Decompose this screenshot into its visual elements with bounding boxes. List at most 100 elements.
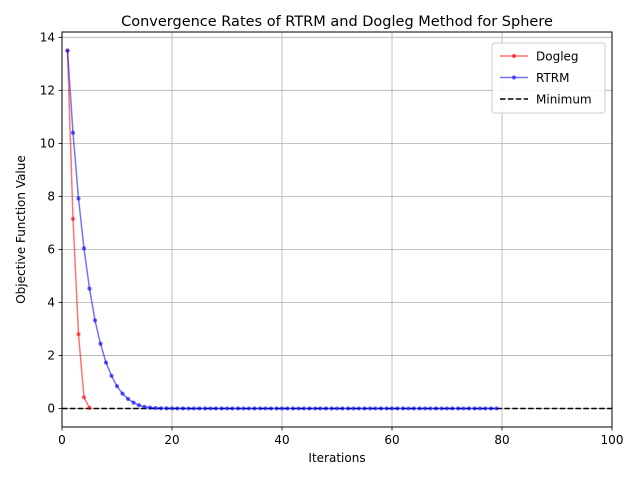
y-tick-label: 12 (40, 84, 55, 98)
data-point-rtrm (147, 405, 153, 410)
data-point-rtrm (301, 406, 307, 411)
data-point-rtrm (433, 406, 439, 411)
data-point-rtrm (274, 406, 279, 411)
data-point-rtrm (290, 406, 296, 411)
x-tick-label: 80 (494, 433, 509, 447)
data-point-dogleg (70, 216, 76, 221)
data-point-rtrm (208, 406, 213, 411)
grid (61, 32, 613, 427)
data-point-rtrm (461, 406, 466, 411)
data-point-rtrm (422, 406, 428, 411)
data-point-rtrm (384, 406, 389, 411)
data-point-rtrm (131, 400, 136, 405)
data-point-rtrm (65, 48, 70, 53)
data-point-rtrm (235, 406, 241, 411)
data-point-rtrm (340, 406, 345, 411)
chart-title: Convergence Rates of RTRM and Dogleg Met… (121, 14, 553, 30)
data-point-rtrm (268, 406, 274, 411)
y-tick-label: 8 (47, 190, 55, 204)
data-point-rtrm (257, 406, 263, 411)
data-point-rtrm (120, 391, 125, 396)
data-point-rtrm (246, 406, 252, 411)
data-point-rtrm (296, 406, 301, 411)
data-point-rtrm (169, 406, 175, 411)
x-tick-label: 40 (274, 433, 289, 447)
data-point-rtrm (263, 406, 268, 411)
data-point-rtrm (241, 406, 246, 411)
data-point-rtrm (367, 406, 373, 411)
data-point-rtrm (252, 406, 257, 411)
data-point-rtrm (76, 196, 81, 201)
y-tick-label: 0 (47, 402, 55, 416)
data-point-rtrm (494, 406, 499, 411)
data-point-rtrm (488, 406, 494, 411)
data-point-rtrm (224, 406, 230, 411)
data-point-rtrm (477, 406, 483, 411)
data-point-rtrm (114, 384, 120, 389)
data-point-rtrm (125, 396, 131, 401)
data-point-rtrm (428, 406, 433, 411)
data-point-rtrm (87, 286, 92, 291)
data-point-rtrm (81, 246, 87, 251)
legend-marker-dogleg (511, 53, 517, 59)
data-point-rtrm (323, 406, 329, 411)
data-point-rtrm (164, 406, 169, 411)
data-point-dogleg (81, 395, 87, 400)
data-point-rtrm (417, 406, 422, 411)
data-point-rtrm (472, 406, 477, 411)
data-point-rtrm (191, 406, 197, 411)
data-point-rtrm (483, 406, 488, 411)
data-point-rtrm (279, 406, 285, 411)
data-point-rtrm (219, 406, 224, 411)
plot-frame (61, 31, 613, 428)
data-point-rtrm (98, 341, 103, 346)
y-tick-label: 2 (47, 349, 55, 363)
data-point-rtrm (103, 360, 109, 365)
data-point-rtrm (197, 406, 202, 411)
data-point-rtrm (92, 318, 98, 323)
y-tick-label: 10 (40, 137, 55, 151)
legend-label-minimum: Minimum (536, 92, 592, 106)
data-point-rtrm (411, 406, 417, 411)
x-tick-label: 100 (601, 433, 624, 447)
x-tick-label: 0 (58, 433, 66, 447)
data-point-rtrm (142, 404, 147, 409)
legend-box (491, 42, 606, 114)
data-point-rtrm (356, 406, 362, 411)
data-point-rtrm (318, 406, 323, 411)
data-point-rtrm (202, 406, 208, 411)
data-point-rtrm (334, 406, 340, 411)
series-layer (65, 48, 499, 411)
data-point-rtrm (307, 406, 312, 411)
data-point-dogleg (76, 332, 81, 337)
x-tick-label: 60 (384, 433, 399, 447)
data-point-rtrm (466, 406, 472, 411)
data-point-rtrm (70, 130, 76, 135)
y-tick-label: 14 (40, 31, 55, 45)
data-point-rtrm (378, 406, 384, 411)
y-tick-label: 4 (47, 296, 55, 310)
data-point-rtrm (450, 406, 455, 411)
data-point-rtrm (329, 406, 334, 411)
data-point-rtrm (400, 406, 406, 411)
data-point-rtrm (153, 405, 158, 411)
data-point-rtrm (455, 406, 461, 411)
y-axis-label: Objective Function Value (14, 155, 28, 304)
data-point-rtrm (312, 406, 318, 411)
ticks: 0 20 40 60 80 100 0 2 4 6 8 10 12 14 (40, 31, 624, 447)
data-point-dogleg (87, 405, 92, 411)
data-point-rtrm (213, 406, 219, 411)
legend-marker-rtrm (511, 75, 517, 80)
data-point-rtrm (395, 406, 400, 411)
data-point-rtrm (351, 406, 356, 411)
data-point-rtrm (439, 406, 444, 411)
data-point-rtrm (362, 406, 367, 411)
data-point-rtrm (136, 403, 142, 408)
data-point-rtrm (175, 406, 180, 411)
data-point-rtrm (373, 406, 378, 411)
legend-label-rtrm: RTRM (536, 71, 570, 85)
y-tick-label: 6 (47, 243, 55, 257)
data-point-rtrm (180, 406, 186, 411)
data-point-rtrm (158, 406, 164, 411)
data-point-rtrm (285, 406, 290, 411)
